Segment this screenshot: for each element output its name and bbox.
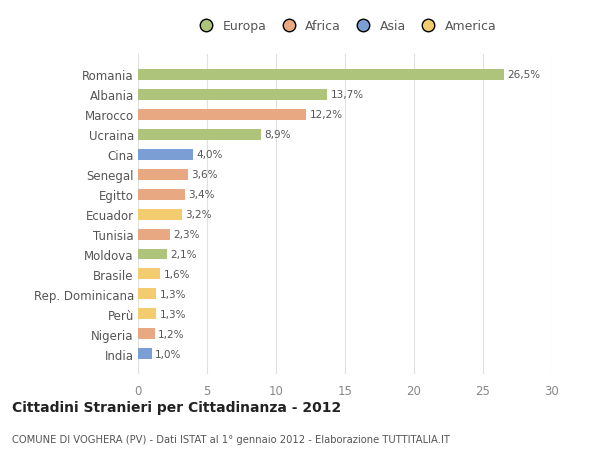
Bar: [138, 269, 160, 280]
Bar: [138, 129, 261, 140]
Text: 2,3%: 2,3%: [173, 230, 200, 240]
Bar: [138, 169, 188, 180]
Text: 3,4%: 3,4%: [188, 190, 215, 200]
Text: 26,5%: 26,5%: [507, 70, 540, 80]
Bar: [138, 189, 185, 200]
Bar: [138, 309, 156, 320]
Text: 1,0%: 1,0%: [155, 349, 182, 359]
Bar: [138, 349, 152, 359]
Text: 3,2%: 3,2%: [185, 210, 212, 219]
Bar: [138, 90, 327, 101]
Legend: Europa, Africa, Asia, America: Europa, Africa, Asia, America: [190, 17, 500, 37]
Bar: [138, 109, 307, 120]
Text: COMUNE DI VOGHERA (PV) - Dati ISTAT al 1° gennaio 2012 - Elaborazione TUTTITALIA: COMUNE DI VOGHERA (PV) - Dati ISTAT al 1…: [12, 434, 450, 443]
Text: 13,7%: 13,7%: [331, 90, 364, 100]
Bar: [138, 289, 156, 300]
Bar: [138, 229, 170, 240]
Text: 4,0%: 4,0%: [197, 150, 223, 160]
Bar: [138, 149, 193, 160]
Text: 2,1%: 2,1%: [170, 249, 197, 259]
Text: 1,3%: 1,3%: [160, 289, 186, 299]
Bar: [138, 70, 504, 80]
Text: 8,9%: 8,9%: [264, 130, 291, 140]
Text: 1,3%: 1,3%: [160, 309, 186, 319]
Bar: [138, 249, 167, 260]
Text: 3,6%: 3,6%: [191, 170, 218, 180]
Text: 12,2%: 12,2%: [310, 110, 343, 120]
Text: Cittadini Stranieri per Cittadinanza - 2012: Cittadini Stranieri per Cittadinanza - 2…: [12, 400, 341, 414]
Bar: [138, 209, 182, 220]
Bar: [138, 329, 155, 340]
Text: 1,2%: 1,2%: [158, 329, 185, 339]
Text: 1,6%: 1,6%: [164, 269, 190, 280]
